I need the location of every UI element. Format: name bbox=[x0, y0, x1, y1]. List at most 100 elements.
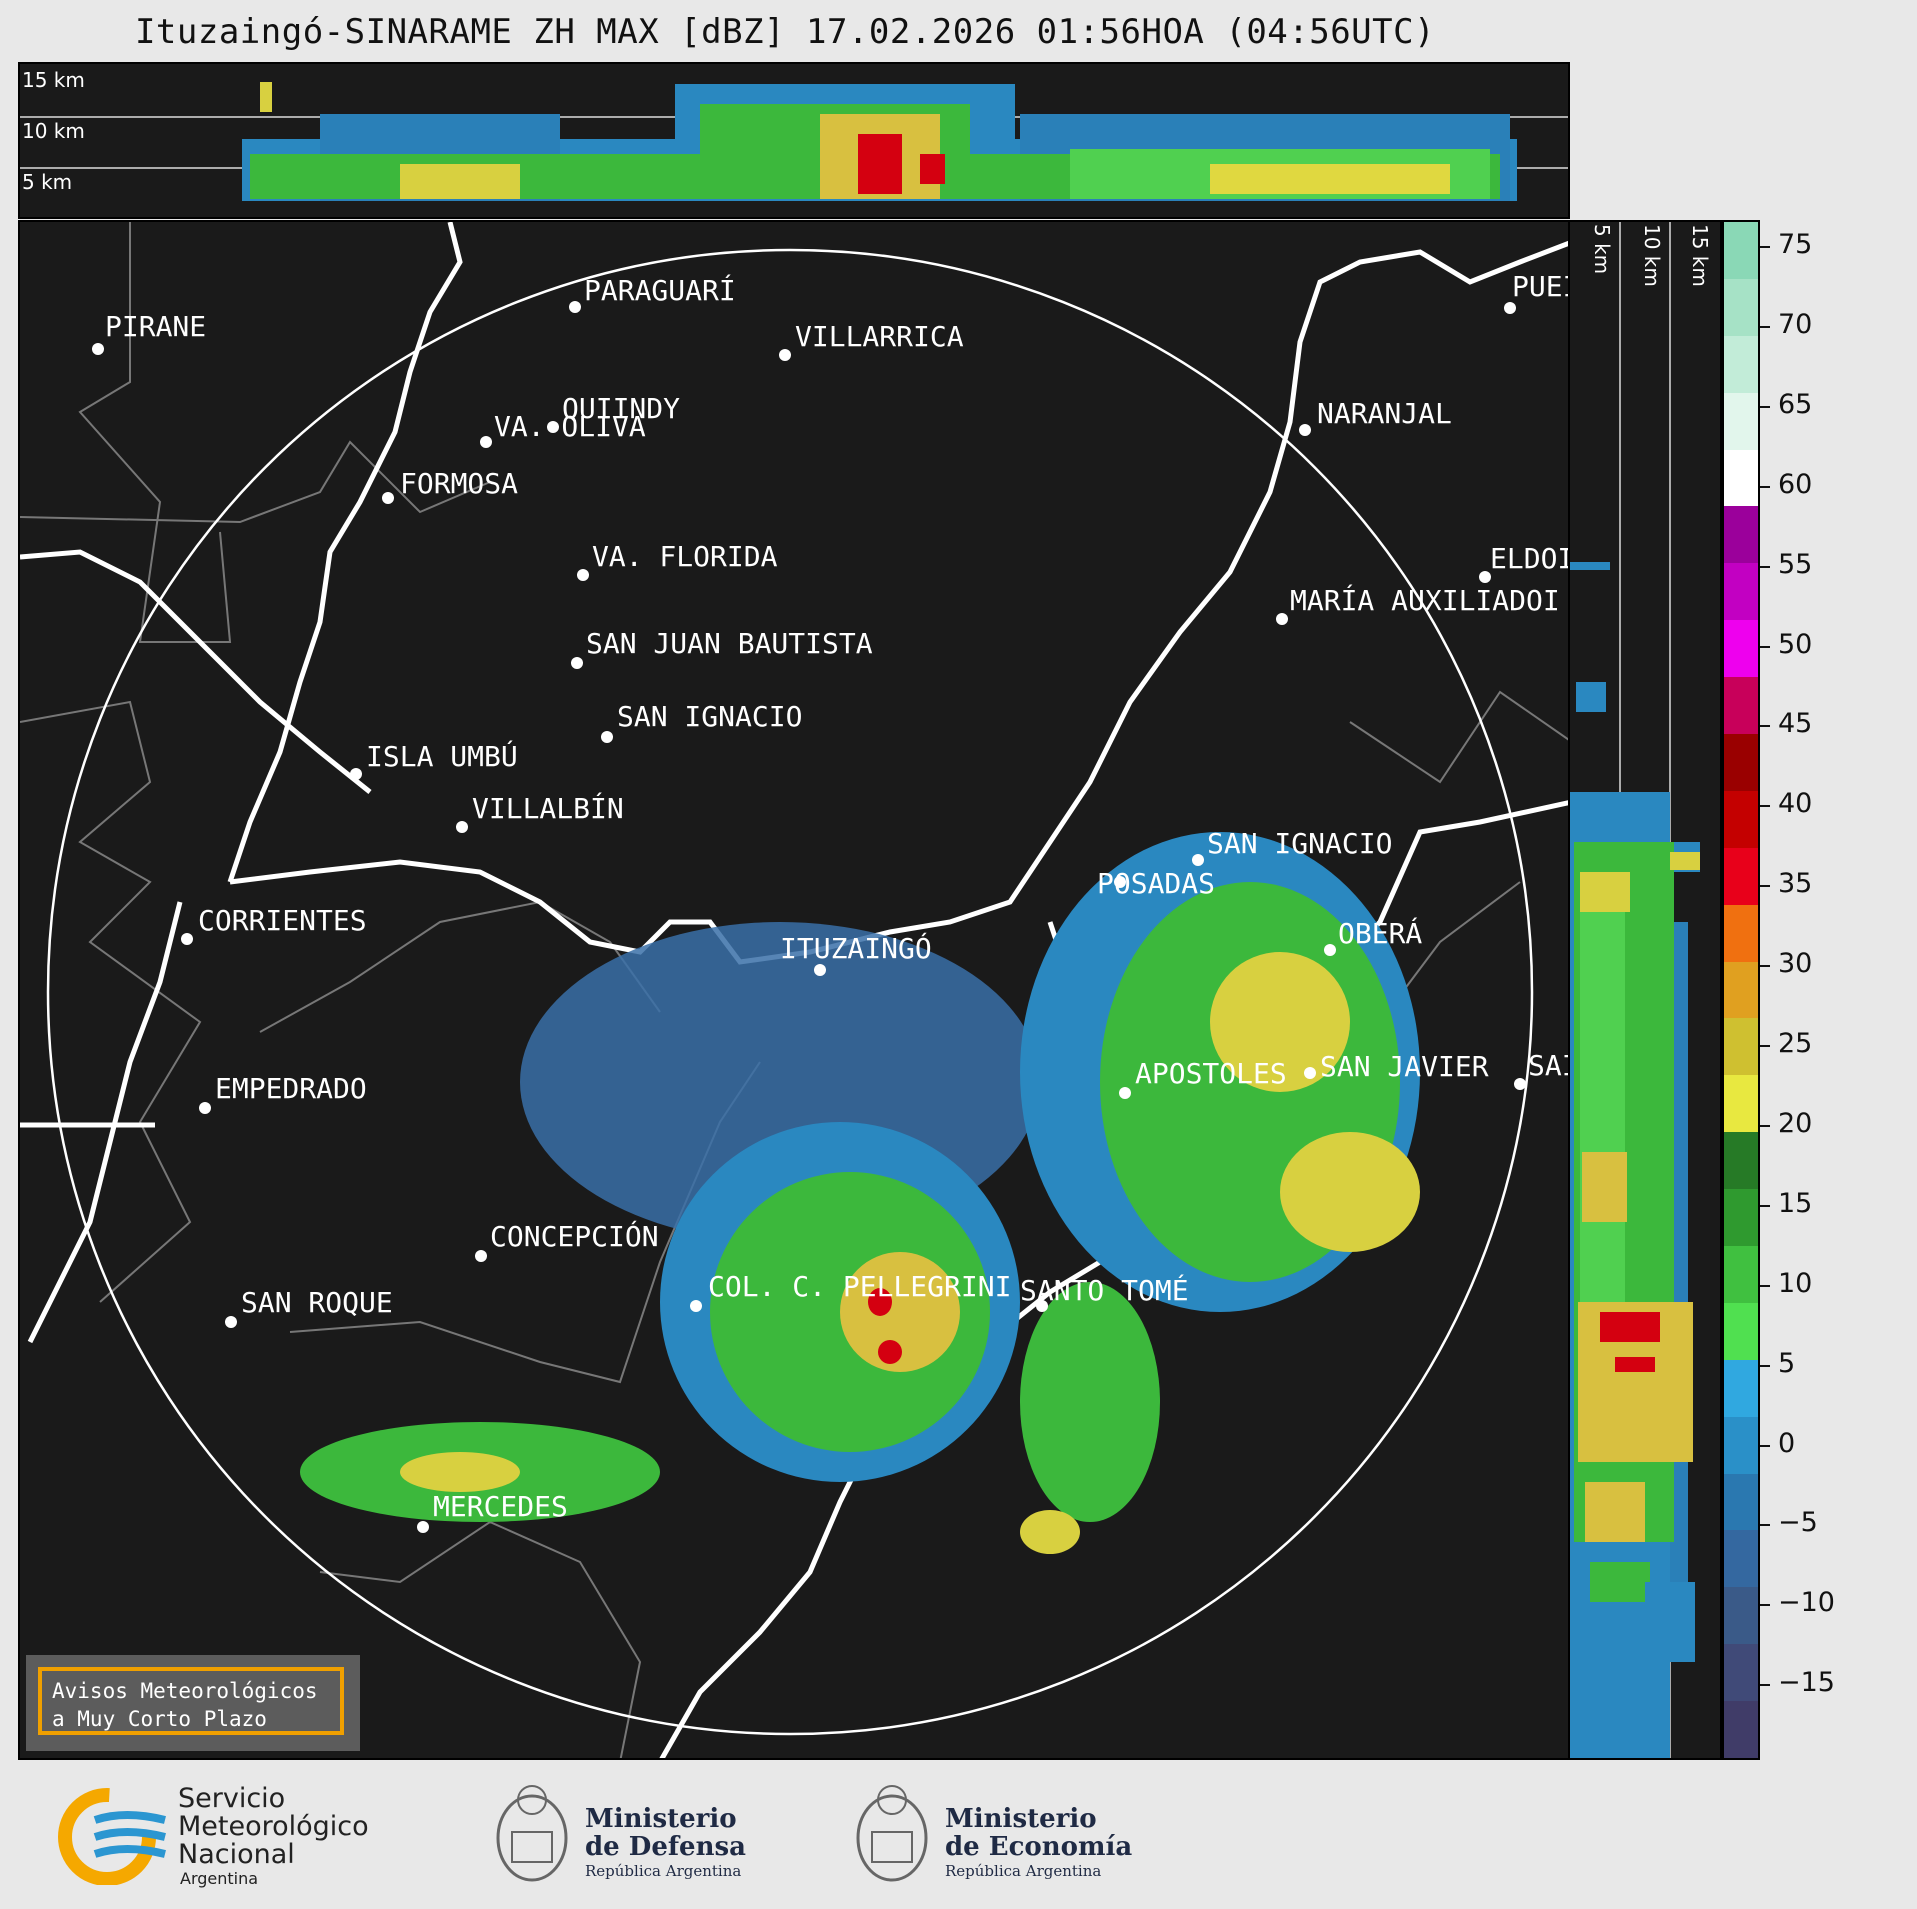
city-label: ISLA UMBÚ bbox=[366, 740, 518, 773]
colorbar-label: −15 bbox=[1778, 1667, 1835, 1699]
colorbar-segment bbox=[1724, 1302, 1758, 1361]
defensa-seal-icon bbox=[496, 1785, 568, 1882]
city-label: PARAGUARÍ bbox=[584, 274, 736, 307]
colorbar-tick bbox=[1760, 1045, 1770, 1047]
chart-title: Ituzaingó-SINARAME ZH MAX [dBZ] 17.02.20… bbox=[134, 12, 1436, 52]
colorbar-label: 45 bbox=[1778, 708, 1813, 740]
colorbar-tick bbox=[1760, 1284, 1770, 1287]
city-label: SAN JAVIER bbox=[1320, 1050, 1489, 1083]
city-marker bbox=[199, 1102, 211, 1114]
defensa-text: Ministerio de Defensa República Argentin… bbox=[585, 1805, 746, 1881]
warning-inner: Avisos Meteorológicos a Muy Corto Plazo bbox=[38, 1667, 344, 1735]
colorbar-label: 5 bbox=[1778, 1347, 1796, 1379]
colorbar-segment bbox=[1724, 506, 1758, 564]
colorbar-segment bbox=[1724, 563, 1758, 621]
city-marker bbox=[1514, 1078, 1526, 1090]
city-marker bbox=[350, 768, 362, 780]
city-marker bbox=[456, 821, 468, 833]
radar-map-panel: PIRANE PARAGUARÍ VILLARRICA QUIINDY VA. OLIV… bbox=[18, 220, 1570, 1760]
city-label: VA. OLIVA bbox=[494, 410, 646, 443]
warning-box[interactable]: Avisos Meteorológicos a Muy Corto Plazo bbox=[26, 1655, 360, 1751]
city-label: APOSTOLES bbox=[1135, 1057, 1287, 1090]
smn-line3: Nacional bbox=[178, 1839, 295, 1870]
colorbar-segment bbox=[1724, 1644, 1758, 1702]
city-marker bbox=[92, 343, 104, 355]
colorbar-tick bbox=[1760, 1684, 1770, 1687]
city-label: EMPEDRADO bbox=[215, 1072, 367, 1105]
echo-areas bbox=[300, 832, 1420, 1554]
city-marker bbox=[382, 492, 394, 504]
radar-map-svg bbox=[20, 222, 1568, 1758]
colorbar-label: 0 bbox=[1778, 1427, 1796, 1459]
top-cross-section-svg bbox=[20, 82, 1568, 201]
defensa-line3: República Argentina bbox=[585, 1862, 742, 1880]
colorbar-label: 50 bbox=[1778, 628, 1813, 660]
economia-line2: de Economía bbox=[945, 1832, 1133, 1862]
city-marker bbox=[1276, 613, 1288, 625]
city-marker bbox=[547, 421, 559, 433]
city-label: COL. C. PELLEGRINI bbox=[708, 1270, 1012, 1303]
city-label: VA. FLORIDA bbox=[592, 540, 778, 573]
defensa-line1: Ministerio bbox=[585, 1804, 737, 1834]
colorbar-tick bbox=[1760, 1124, 1770, 1127]
colorbar-segment bbox=[1724, 1530, 1758, 1588]
colorbar-label: 55 bbox=[1778, 548, 1813, 580]
city-marker bbox=[814, 964, 826, 976]
city-marker bbox=[1114, 876, 1126, 888]
colorbar-tick bbox=[1760, 645, 1770, 648]
smn-logo-icon bbox=[58, 1788, 166, 1885]
colorbar-tick bbox=[1760, 246, 1770, 248]
economia-line3: República Argentina bbox=[945, 1862, 1102, 1880]
colorbar-label: 20 bbox=[1778, 1107, 1813, 1139]
city-label: VILLARRICA bbox=[795, 320, 964, 353]
city-label: SAI bbox=[1528, 1049, 1568, 1082]
colorbar-segment bbox=[1724, 1075, 1758, 1133]
city-label: POSADAS bbox=[1097, 867, 1216, 900]
city-label: FORMOSA bbox=[400, 467, 519, 500]
city-marker bbox=[181, 933, 193, 945]
colorbar-segment bbox=[1724, 847, 1758, 906]
city-marker bbox=[1299, 424, 1311, 436]
colorbar-segment bbox=[1724, 1132, 1758, 1190]
colorbar-label: 60 bbox=[1778, 468, 1813, 500]
colorbar-label: 40 bbox=[1778, 788, 1813, 820]
colorbar-segment bbox=[1724, 677, 1758, 735]
colorbar-tick bbox=[1760, 885, 1770, 888]
colorbar-segment bbox=[1724, 1587, 1758, 1645]
colorbar-segment bbox=[1724, 904, 1758, 963]
colorbar bbox=[1722, 220, 1760, 1760]
colorbar-tick bbox=[1760, 1604, 1770, 1607]
colorbar-segment bbox=[1724, 961, 1758, 1019]
colorbar-label: 70 bbox=[1778, 308, 1813, 340]
city-marker bbox=[601, 731, 613, 743]
city-label: MARÍA AUXILIADOI bbox=[1290, 584, 1560, 617]
colorbar-segment bbox=[1724, 1416, 1758, 1475]
smn-line2: Meteorológico bbox=[178, 1811, 369, 1842]
city-label: SAN ROQUE bbox=[241, 1286, 393, 1319]
alt-label-15km: 15 km bbox=[22, 68, 85, 92]
city-label: SAN JUAN BAUTISTA bbox=[586, 627, 873, 660]
colorbar-label: −10 bbox=[1778, 1587, 1835, 1619]
colorbar-segment bbox=[1724, 1246, 1758, 1304]
economia-seal-icon bbox=[856, 1785, 928, 1882]
city-label: NARANJAL bbox=[1317, 397, 1452, 430]
colorbar-tick bbox=[1760, 1364, 1770, 1367]
city-marker bbox=[1304, 1067, 1316, 1079]
side-cross-section-svg bbox=[1570, 222, 1700, 1758]
colorbar-tick bbox=[1760, 1204, 1770, 1207]
warning-line1: Avisos Meteorológicos bbox=[52, 1679, 318, 1703]
side-cross-section-panel: 5 km 10 km 15 km bbox=[1568, 220, 1722, 1760]
colorbar-tick bbox=[1760, 485, 1770, 488]
city-marker bbox=[690, 1300, 702, 1312]
side-alt-label-5km: 5 km bbox=[1590, 224, 1614, 275]
city-label: QUIINDY bbox=[562, 392, 681, 425]
city-marker bbox=[779, 349, 791, 361]
city-label: OBERÁ bbox=[1338, 917, 1423, 950]
colorbar-segment bbox=[1724, 1701, 1758, 1759]
colorbar-tick bbox=[1760, 565, 1770, 568]
city-label: SAN IGNACIO bbox=[1207, 827, 1393, 860]
colorbar-label: 35 bbox=[1778, 868, 1813, 900]
city-label: PUEI bbox=[1512, 270, 1568, 303]
defensa-line2: de Defensa bbox=[585, 1832, 746, 1862]
colorbar-label: 25 bbox=[1778, 1028, 1813, 1059]
